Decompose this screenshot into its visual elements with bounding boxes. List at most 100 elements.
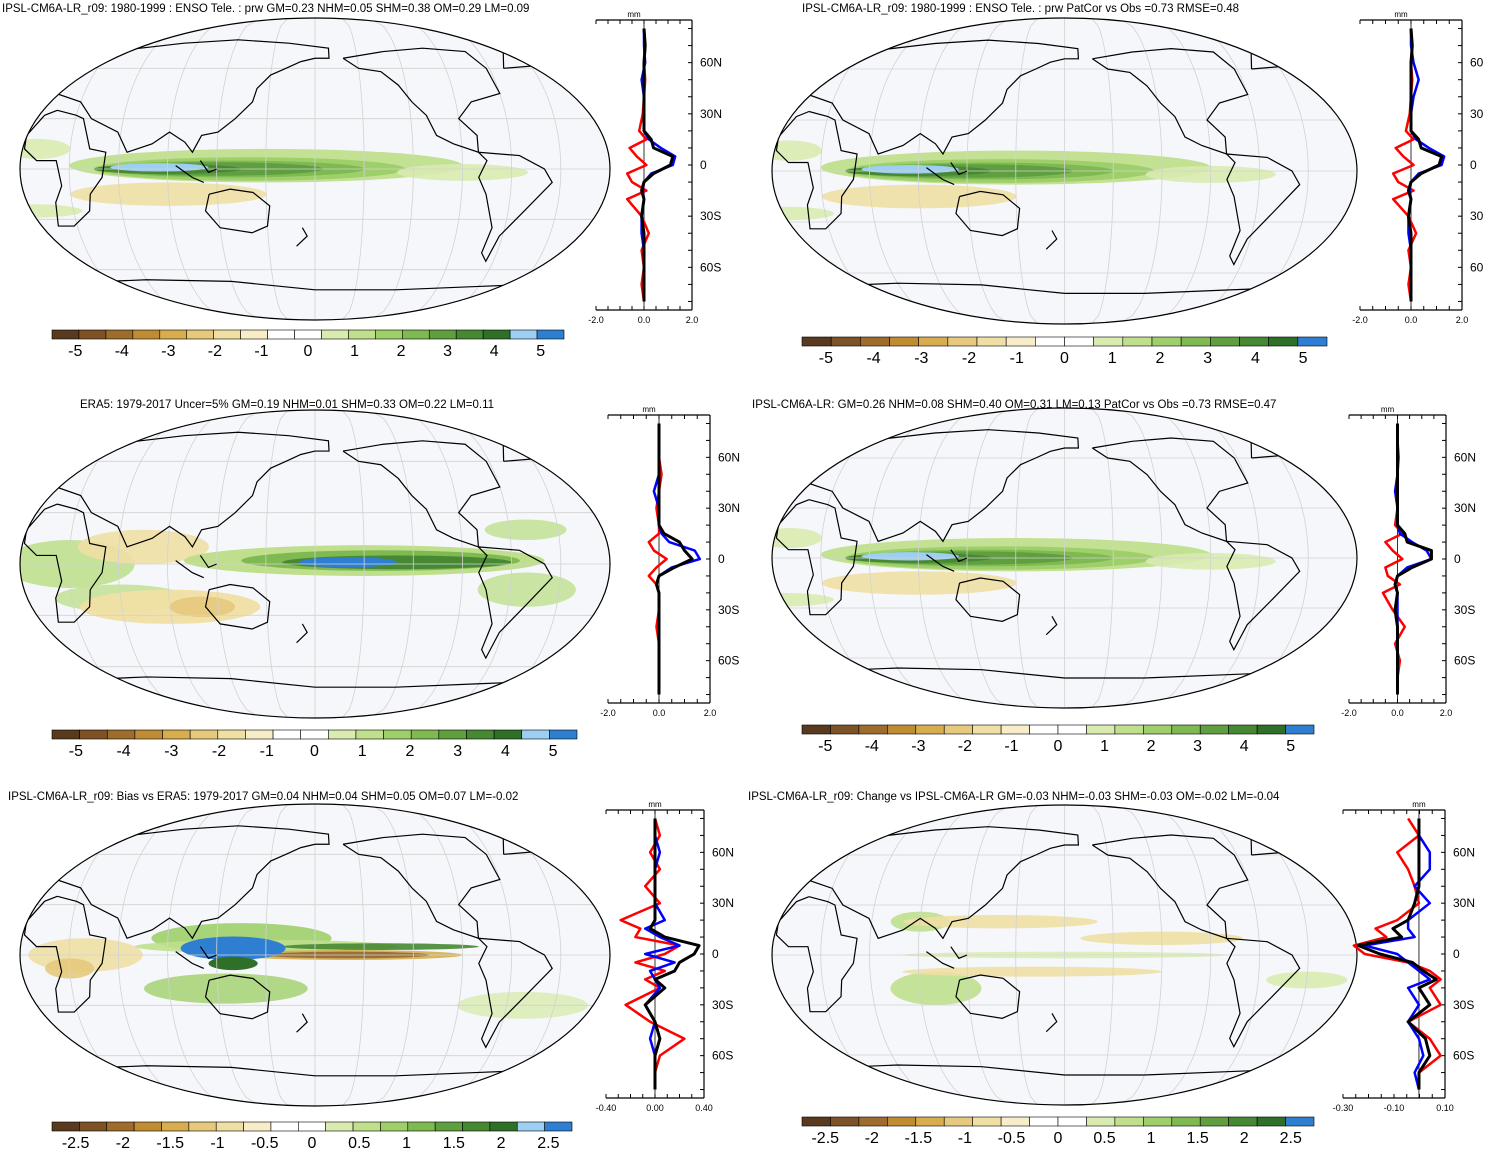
panel-enso-ipsl: mm -2.0 0.0 2.0 60N 30N 0 30S 60S -5 -4 -3 -2 -1 0 1 2 3 4… — [752, 399, 1476, 755]
colorbar-label: -4 — [865, 738, 879, 755]
colorbar-label: -5 — [818, 738, 832, 755]
colorbar-swatch — [801, 724, 831, 735]
colorbar-swatch — [213, 329, 241, 340]
colorbar-swatch — [830, 724, 860, 735]
colorbar-label: -1 — [210, 1135, 224, 1152]
zonal-mean-plot: mm -2.0 0.0 2.0 60N 30N 0 30S 60S — [600, 405, 740, 718]
colorbar-label: -1 — [958, 1130, 972, 1147]
field-anomaly — [180, 936, 286, 961]
colorbar-swatch — [536, 329, 565, 340]
map-border — [19, 17, 611, 321]
colorbar-label: 2 — [497, 1135, 506, 1152]
colorbar-label: -2 — [962, 350, 976, 367]
colorbar-swatch — [189, 729, 219, 740]
zonal-mean-plot: mm -2.0 0.0 2.0 60 30 0 30 60 — [1352, 10, 1483, 325]
colorbar-swatch — [1285, 724, 1315, 735]
colorbar-label: 2.5 — [1280, 1130, 1302, 1147]
colorbar-swatch — [245, 729, 274, 740]
colorbar-label: 4 — [490, 343, 499, 360]
colorbar-swatch — [294, 329, 322, 340]
field-anomaly — [77, 529, 209, 565]
graticule — [772, 805, 1357, 1105]
zonal-unit: mm — [648, 800, 662, 809]
colorbar-swatch — [134, 729, 163, 740]
colorbar-label: 2 — [1240, 1130, 1249, 1147]
colorbar-label: 0 — [1060, 350, 1069, 367]
zonal-line-black — [640, 28, 675, 302]
colorbar-label: 5 — [549, 743, 558, 760]
colorbar-swatch — [947, 336, 978, 347]
colorbar-swatch — [521, 729, 550, 740]
field-anomaly — [484, 519, 567, 541]
colorbar-swatch — [434, 1121, 463, 1132]
map-border — [771, 804, 1358, 1106]
colorbar-label: 0 — [1054, 1130, 1063, 1147]
field-anomaly — [902, 915, 1098, 929]
colorbar-swatch — [889, 336, 919, 347]
map-field — [20, 18, 610, 320]
map-field — [20, 410, 610, 718]
colorbar-swatch — [549, 729, 578, 740]
colorbar-swatch — [509, 329, 538, 340]
field-anomaly — [20, 204, 83, 218]
graticule — [772, 18, 1357, 324]
zonal-x-tick-label: 0.0 — [638, 315, 651, 325]
zonal-line-red — [1352, 817, 1442, 1090]
colorbar-swatch — [188, 1121, 217, 1132]
colorbar-label: 1 — [402, 1135, 411, 1152]
zonal-mean-plot: mm -2.0 0.0 2.0 60N 30N 0 30S 60S — [1341, 405, 1476, 718]
zonal-y-tick-label: 30S — [700, 209, 721, 223]
zonal-y-tick-label: 60S — [712, 1049, 733, 1063]
colorbar-swatch — [215, 1121, 244, 1132]
colorbar-label: 1.5 — [443, 1135, 465, 1152]
zonal-y-tick-label: 0 — [1453, 947, 1460, 961]
zonal-y-tick-label: 60 — [1470, 56, 1484, 70]
zonal-line-black — [654, 423, 694, 695]
zonal-unit: mm — [1381, 405, 1395, 414]
colorbar-swatch — [1029, 1116, 1059, 1127]
colorbar-swatch — [1057, 724, 1087, 735]
colorbar-label: -1.5 — [156, 1135, 184, 1152]
zonal-x-tick-label: 0.10 — [1436, 1103, 1454, 1113]
zonal-y-tick-label: 60N — [1453, 845, 1475, 859]
colorbar-swatch — [1199, 724, 1229, 735]
panel-title: IPSL-CM6A-LR_r09: 1980-1999 : ENSO Tele.… — [2, 3, 529, 15]
colorbar-label: -2.5 — [811, 1130, 839, 1147]
colorbar-swatch — [943, 1116, 973, 1127]
colorbar-swatch — [375, 329, 403, 340]
zonal-x-tick-label: -2.0 — [1352, 315, 1368, 325]
colorbar-label: -1.5 — [905, 1130, 933, 1147]
colorbar-label: 3 — [453, 743, 462, 760]
colorbar-label: 5 — [1299, 350, 1308, 367]
colorbar-swatch — [858, 1116, 888, 1127]
colorbar-swatch — [133, 1121, 162, 1132]
colorbar-swatch — [1151, 336, 1182, 347]
panel-enso-model: mm -2.0 0.0 2.0 60N 30N 0 30S 60S -5 -4 -3 -2 -1 0 1 2 3 4… — [2, 3, 722, 360]
zonal-x-tick-label: 0.0 — [1391, 708, 1404, 718]
zonal-x-tick-label: 2.0 — [686, 315, 699, 325]
colorbar-swatch — [410, 729, 440, 740]
colorbar-label: 0 — [1054, 738, 1063, 755]
map-border — [771, 407, 1358, 709]
zonal-y-tick-label: 60 — [1470, 260, 1484, 274]
colorbar-label: -3 — [161, 343, 175, 360]
colorbar-swatch — [801, 1116, 831, 1127]
colorbar-swatch — [348, 329, 376, 340]
map-field — [20, 804, 610, 1106]
field-anomaly — [902, 966, 1163, 977]
coastlines — [23, 823, 565, 1077]
zonal-x-tick-label: -0.10 — [1384, 1103, 1405, 1113]
colorbar-swatch — [240, 329, 268, 340]
zonal-x-tick-label: 0.00 — [646, 1103, 664, 1113]
colorbar-swatch — [79, 1121, 108, 1132]
colorbar-swatch — [1114, 724, 1144, 735]
colorbar-label: -0.5 — [998, 1130, 1026, 1147]
colorbar-label: -2 — [958, 738, 972, 755]
colorbar-swatch — [1057, 1116, 1087, 1127]
colorbar-swatch — [1268, 336, 1299, 347]
colorbar-label: -2 — [208, 343, 222, 360]
zonal-y-tick-label: 60N — [712, 845, 734, 859]
colorbar-swatch — [918, 336, 949, 347]
zonal-y-tick-label: 60S — [1453, 1049, 1474, 1063]
zonal-line-black — [643, 818, 701, 1090]
